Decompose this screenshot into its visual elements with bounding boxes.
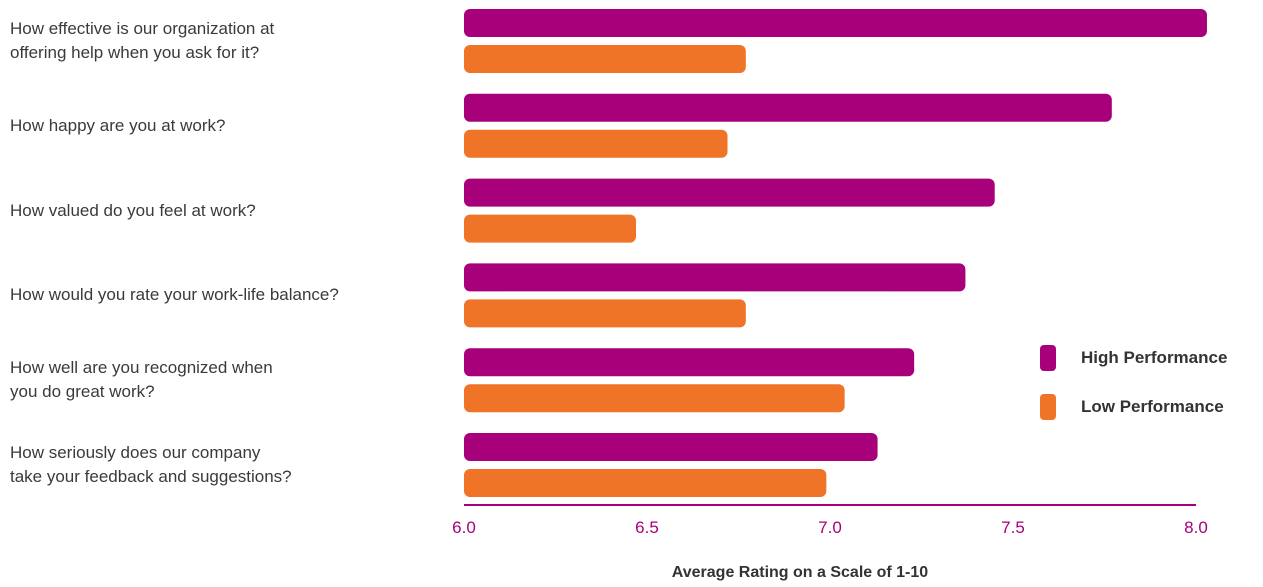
bar-low-4 [464, 384, 845, 413]
x-tick-label: 6.5 [635, 518, 659, 537]
bar-high-4 [464, 348, 915, 377]
category-label-5: How seriously does our company take your… [10, 443, 292, 486]
category-label-0: How effective is our organization at off… [10, 19, 275, 62]
bar-high-5 [464, 433, 878, 461]
bar-high-0 [464, 9, 1207, 37]
legend-swatch-low [1040, 394, 1056, 420]
category-label-2: How valued do you feel at work? [10, 200, 256, 220]
bar-low-0 [464, 45, 746, 73]
category-label-3: How would you rate your work-life balanc… [10, 285, 339, 305]
x-tick-label: 8.0 [1184, 518, 1208, 537]
bar-low-2 [464, 214, 637, 243]
bar-high-1 [464, 93, 1112, 122]
legend-label-high: High Performance [1081, 348, 1228, 367]
x-tick-label: 7.5 [1001, 518, 1025, 537]
bar-high-3 [464, 263, 966, 292]
x-tick-label: 7.0 [818, 518, 842, 537]
bar-low-5 [464, 469, 827, 497]
bar-low-3 [464, 299, 746, 328]
category-label-1: How happy are you at work? [10, 115, 226, 135]
x-tick-label: 6.0 [452, 518, 476, 537]
x-axis-title: Average Rating on a Scale of 1-10 [671, 564, 929, 581]
legend-label-low: Low Performance [1081, 397, 1224, 416]
bar-low-1 [464, 129, 728, 158]
legend-swatch-high [1040, 345, 1056, 371]
category-label-4: How well are you recognized when you do … [10, 358, 273, 402]
bar-high-2 [464, 178, 995, 207]
